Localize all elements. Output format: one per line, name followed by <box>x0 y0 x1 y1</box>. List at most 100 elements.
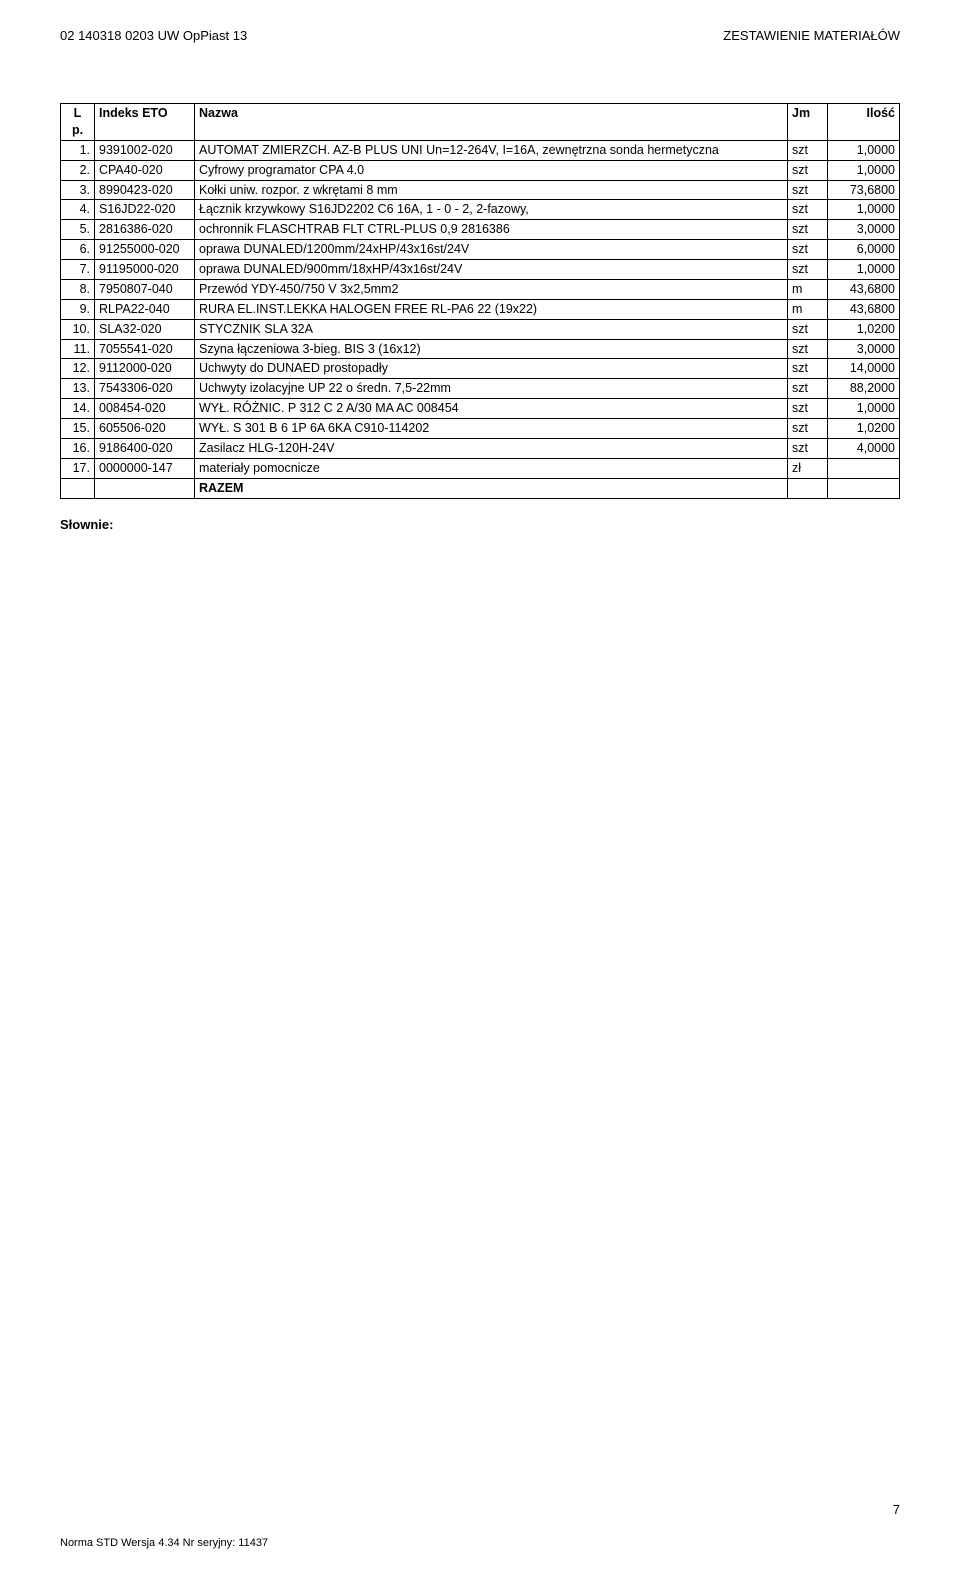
cell-lp: 8. <box>61 279 95 299</box>
cell-name: Przewód YDY-450/750 V 3x2,5mm2 <box>195 279 788 299</box>
cell-qty: 73,6800 <box>828 180 900 200</box>
cell-qty: 1,0200 <box>828 419 900 439</box>
cell-name: materiały pomocnicze <box>195 458 788 478</box>
cell-name: Uchwyty do DUNAED prostopadły <box>195 359 788 379</box>
cell-index: CPA40-020 <box>95 160 195 180</box>
cell-lp: 7. <box>61 260 95 280</box>
cell-qty: 6,0000 <box>828 240 900 260</box>
cell-jm: szt <box>788 379 828 399</box>
table-row: 11.7055541-020Szyna łączeniowa 3-bieg. B… <box>61 339 900 359</box>
cell-index: 9391002-020 <box>95 140 195 160</box>
cell-lp: 11. <box>61 339 95 359</box>
cell-jm: szt <box>788 220 828 240</box>
cell-jm: szt <box>788 319 828 339</box>
cell-name: oprawa DUNALED/900mm/18xHP/43x16st/24V <box>195 260 788 280</box>
table-row: 9.RLPA22-040RURA EL.INST.LEKKA HALOGEN F… <box>61 299 900 319</box>
cell-qty: 14,0000 <box>828 359 900 379</box>
cell-lp: 13. <box>61 379 95 399</box>
cell-jm: szt <box>788 260 828 280</box>
cell-index: 8990423-020 <box>95 180 195 200</box>
cell-empty <box>828 478 900 498</box>
cell-qty: 88,2000 <box>828 379 900 399</box>
cell-name: Kołki uniw. rozpor. z wkrętami 8 mm <box>195 180 788 200</box>
cell-empty <box>788 478 828 498</box>
table-row: 15.605506-020WYŁ. S 301 B 6 1P 6A 6KA C9… <box>61 419 900 439</box>
cell-qty <box>828 458 900 478</box>
cell-index: 0000000-147 <box>95 458 195 478</box>
cell-name: AUTOMAT ZMIERZCH. AZ-B PLUS UNI Un=12-26… <box>195 140 788 160</box>
cell-index: 91255000-020 <box>95 240 195 260</box>
slownie-label: Słownie: <box>60 517 900 532</box>
cell-index: 9186400-020 <box>95 438 195 458</box>
doc-title-right: ZESTAWIENIE MATERIAŁÓW <box>723 28 900 43</box>
cell-jm: m <box>788 299 828 319</box>
cell-jm: zł <box>788 458 828 478</box>
table-row: 17.0000000-147materiały pomocniczezł <box>61 458 900 478</box>
table-row: 3.8990423-020Kołki uniw. rozpor. z wkręt… <box>61 180 900 200</box>
cell-lp: 14. <box>61 399 95 419</box>
cell-name: RURA EL.INST.LEKKA HALOGEN FREE RL-PA6 2… <box>195 299 788 319</box>
doc-id-left: 02 140318 0203 UW OpPiast 13 <box>60 28 247 43</box>
cell-index: RLPA22-040 <box>95 299 195 319</box>
cell-jm: szt <box>788 180 828 200</box>
cell-lp: 17. <box>61 458 95 478</box>
cell-qty: 43,6800 <box>828 279 900 299</box>
cell-jm: szt <box>788 359 828 379</box>
cell-qty: 43,6800 <box>828 299 900 319</box>
cell-index: 2816386-020 <box>95 220 195 240</box>
table-row: 8.7950807-040Przewód YDY-450/750 V 3x2,5… <box>61 279 900 299</box>
cell-name: WYŁ. S 301 B 6 1P 6A 6KA C910-114202 <box>195 419 788 439</box>
cell-jm: m <box>788 279 828 299</box>
cell-qty: 1,0000 <box>828 160 900 180</box>
cell-index: 9112000-020 <box>95 359 195 379</box>
cell-jm: szt <box>788 339 828 359</box>
table-row: 7.91195000-020oprawa DUNALED/900mm/18xHP… <box>61 260 900 280</box>
cell-jm: szt <box>788 200 828 220</box>
col-header-qty: Ilość <box>828 104 900 141</box>
cell-qty: 1,0000 <box>828 260 900 280</box>
cell-name: Zasilacz HLG-120H-24V <box>195 438 788 458</box>
cell-name: Uchwyty izolacyjne UP 22 o średn. 7,5-22… <box>195 379 788 399</box>
cell-index: SLA32-020 <box>95 319 195 339</box>
cell-lp: 3. <box>61 180 95 200</box>
table-row: 2.CPA40-020Cyfrowy programator CPA 4.0sz… <box>61 160 900 180</box>
cell-qty: 1,0000 <box>828 140 900 160</box>
col-header-lp: L p. <box>61 104 95 141</box>
cell-name: Cyfrowy programator CPA 4.0 <box>195 160 788 180</box>
footer-text: Norma STD Wersja 4.34 Nr seryjny: 11437 <box>60 1537 900 1549</box>
cell-qty: 1,0000 <box>828 200 900 220</box>
page-header: 02 140318 0203 UW OpPiast 13 ZESTAWIENIE… <box>60 28 900 43</box>
materials-table: L p. Indeks ETO Nazwa Jm Ilość 1.9391002… <box>60 103 900 499</box>
cell-name: Szyna łączeniowa 3-bieg. BIS 3 (16x12) <box>195 339 788 359</box>
cell-lp: 6. <box>61 240 95 260</box>
cell-index: 7543306-020 <box>95 379 195 399</box>
cell-lp: 2. <box>61 160 95 180</box>
cell-qty: 3,0000 <box>828 339 900 359</box>
cell-empty <box>95 478 195 498</box>
cell-empty <box>61 478 95 498</box>
cell-lp: 4. <box>61 200 95 220</box>
cell-lp: 12. <box>61 359 95 379</box>
cell-name: STYCZNIK SLA 32A <box>195 319 788 339</box>
cell-lp: 9. <box>61 299 95 319</box>
cell-qty: 4,0000 <box>828 438 900 458</box>
cell-lp: 15. <box>61 419 95 439</box>
table-row: 12.9112000-020Uchwyty do DUNAED prostopa… <box>61 359 900 379</box>
col-header-index: Indeks ETO <box>95 104 195 141</box>
table-row: 6.91255000-020oprawa DUNALED/1200mm/24xH… <box>61 240 900 260</box>
cell-qty: 3,0000 <box>828 220 900 240</box>
cell-index: 605506-020 <box>95 419 195 439</box>
table-row: 16.9186400-020Zasilacz HLG-120H-24Vszt4,… <box>61 438 900 458</box>
col-header-name: Nazwa <box>195 104 788 141</box>
cell-name: WYŁ. RÓŻNIC. P 312 C 2 A/30 MA AC 008454 <box>195 399 788 419</box>
cell-index: 7055541-020 <box>95 339 195 359</box>
table-row: 5.2816386-020ochronnik FLASCHTRAB FLT CT… <box>61 220 900 240</box>
cell-lp: 10. <box>61 319 95 339</box>
cell-jm: szt <box>788 438 828 458</box>
cell-qty: 1,0200 <box>828 319 900 339</box>
page-number: 7 <box>893 1502 900 1517</box>
cell-lp: 5. <box>61 220 95 240</box>
table-row: 13.7543306-020Uchwyty izolacyjne UP 22 o… <box>61 379 900 399</box>
cell-jm: szt <box>788 160 828 180</box>
col-header-jm: Jm <box>788 104 828 141</box>
